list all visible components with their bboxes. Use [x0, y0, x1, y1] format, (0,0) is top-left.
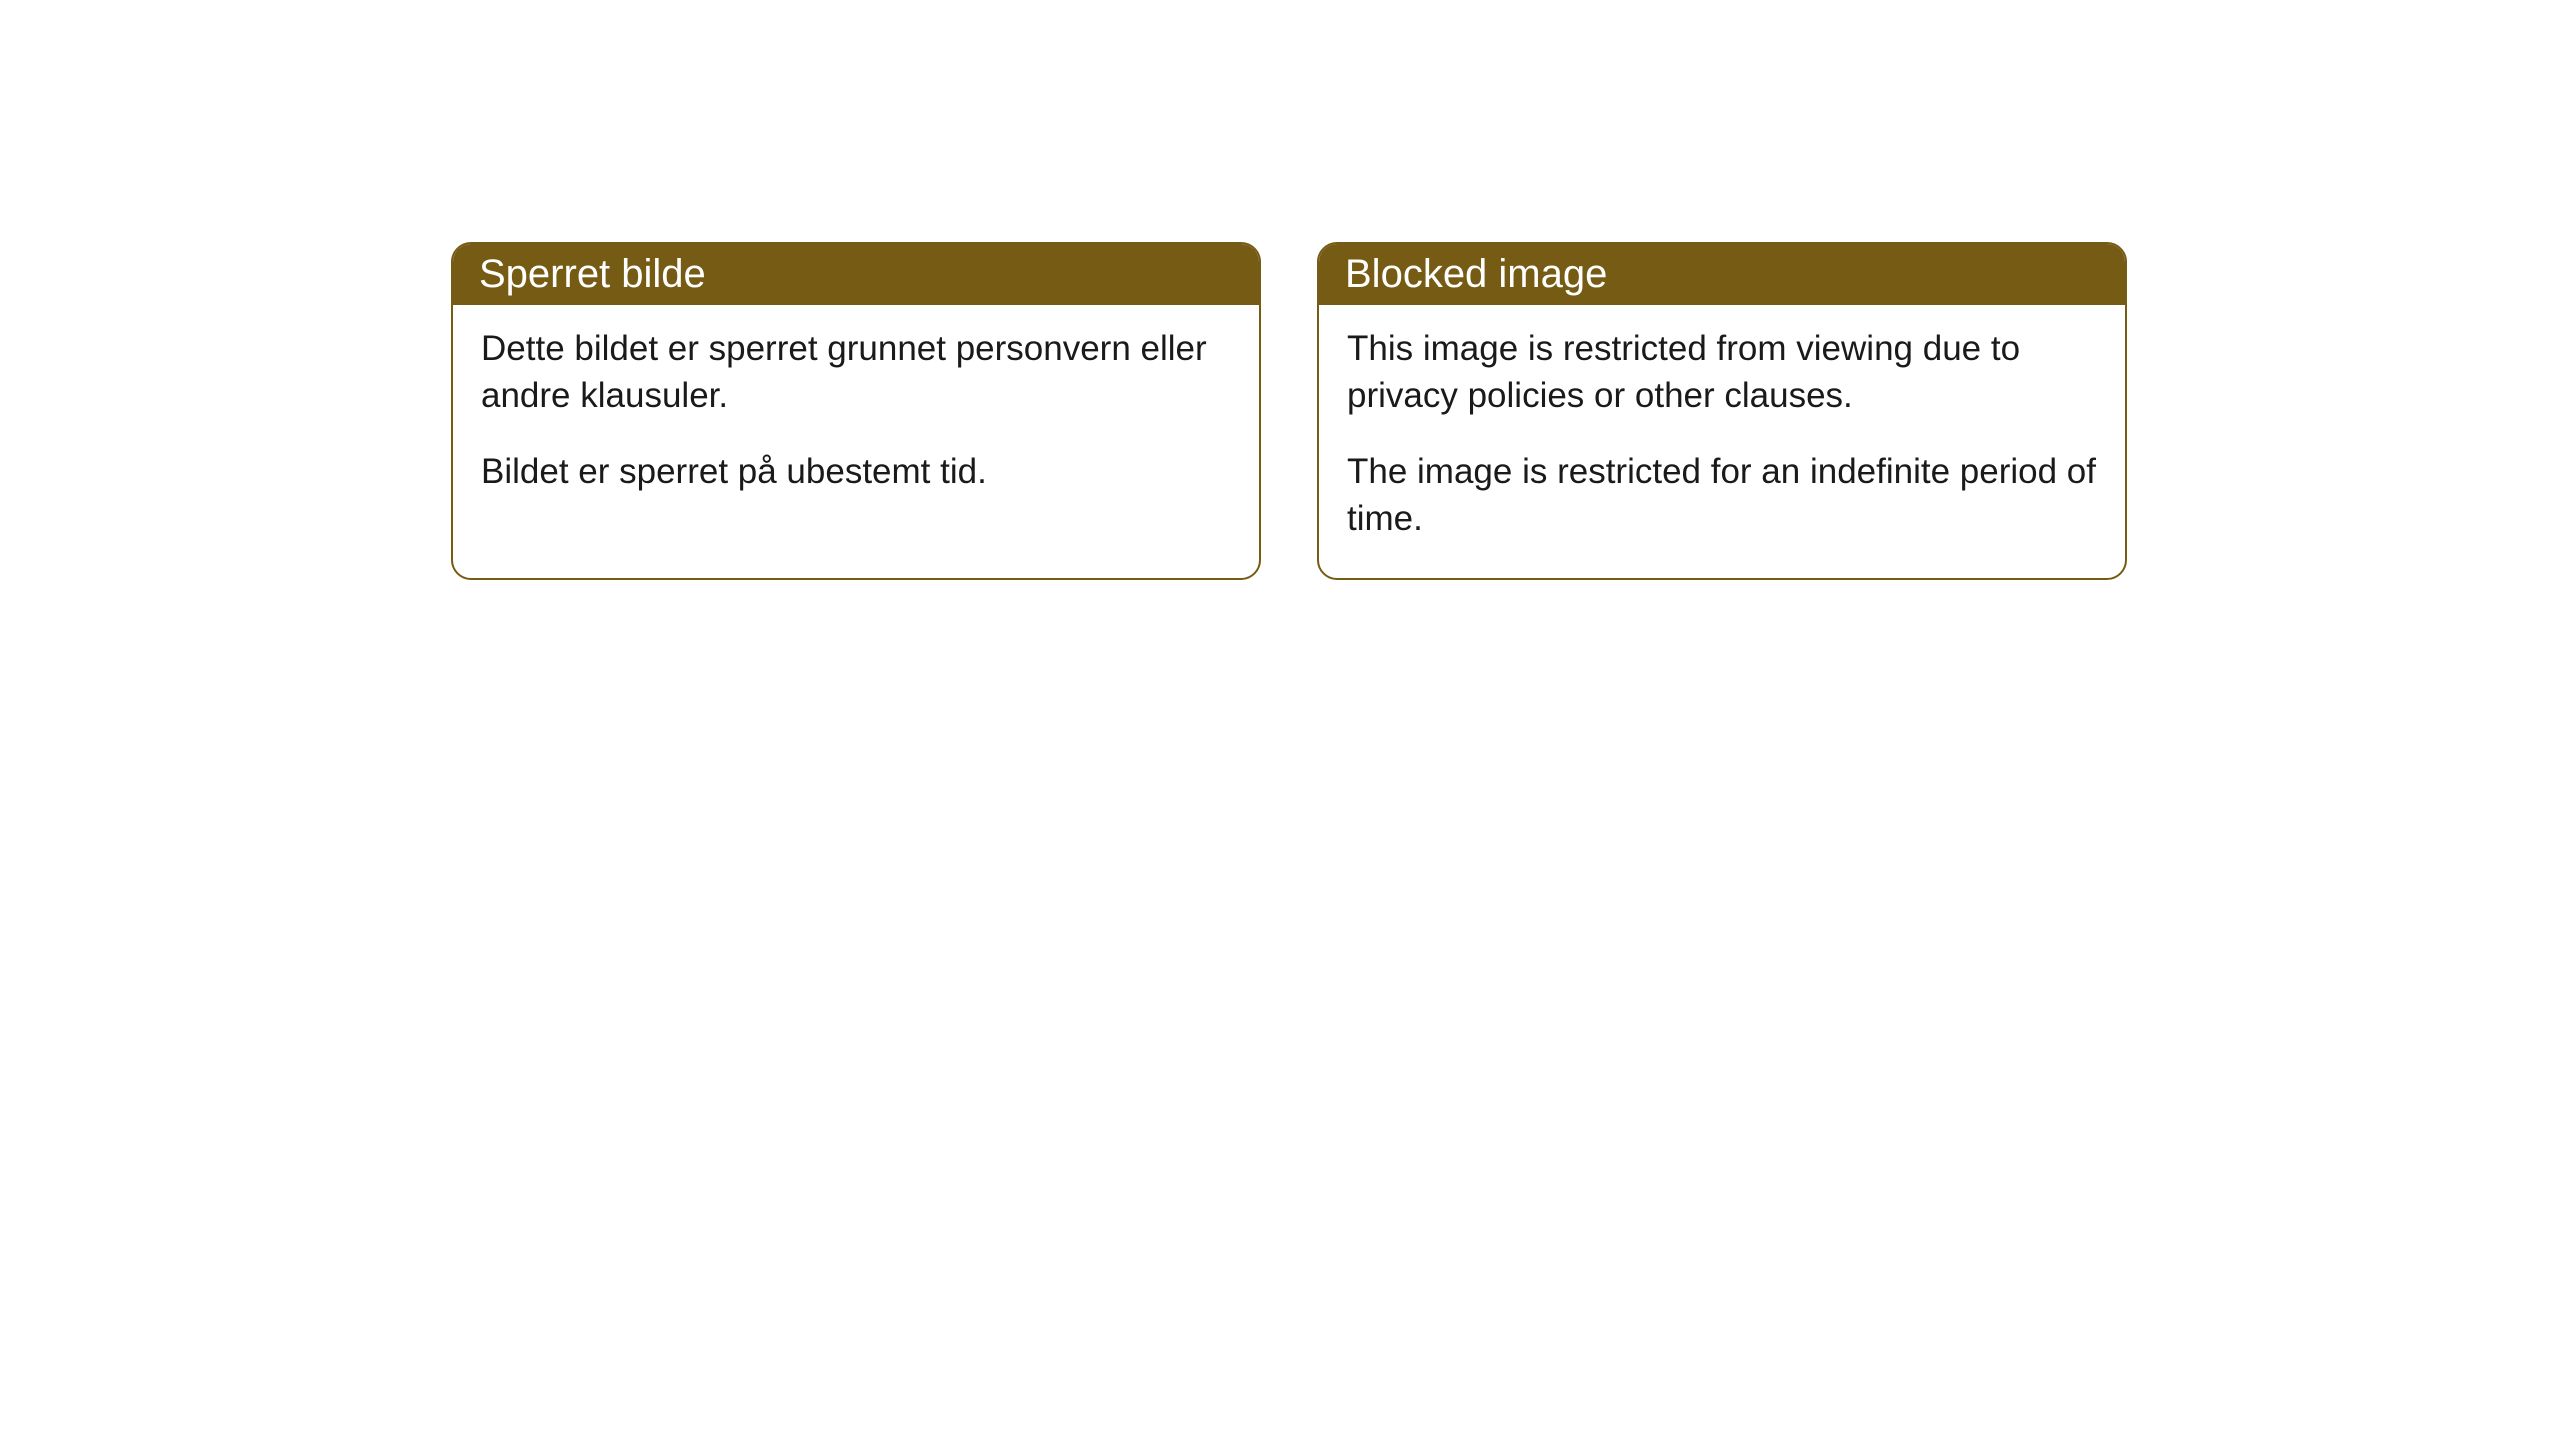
- card-header: Sperret bilde: [453, 244, 1259, 305]
- blocked-image-card-norwegian: Sperret bilde Dette bildet er sperret gr…: [451, 242, 1261, 580]
- card-paragraph: This image is restricted from viewing du…: [1347, 325, 2097, 420]
- card-header: Blocked image: [1319, 244, 2125, 305]
- card-body: This image is restricted from viewing du…: [1319, 305, 2125, 578]
- blocked-image-card-english: Blocked image This image is restricted f…: [1317, 242, 2127, 580]
- card-body: Dette bildet er sperret grunnet personve…: [453, 305, 1259, 531]
- card-paragraph: Bildet er sperret på ubestemt tid.: [481, 448, 1231, 495]
- card-paragraph: Dette bildet er sperret grunnet personve…: [481, 325, 1231, 420]
- notice-cards-container: Sperret bilde Dette bildet er sperret gr…: [0, 0, 2560, 580]
- card-paragraph: The image is restricted for an indefinit…: [1347, 448, 2097, 543]
